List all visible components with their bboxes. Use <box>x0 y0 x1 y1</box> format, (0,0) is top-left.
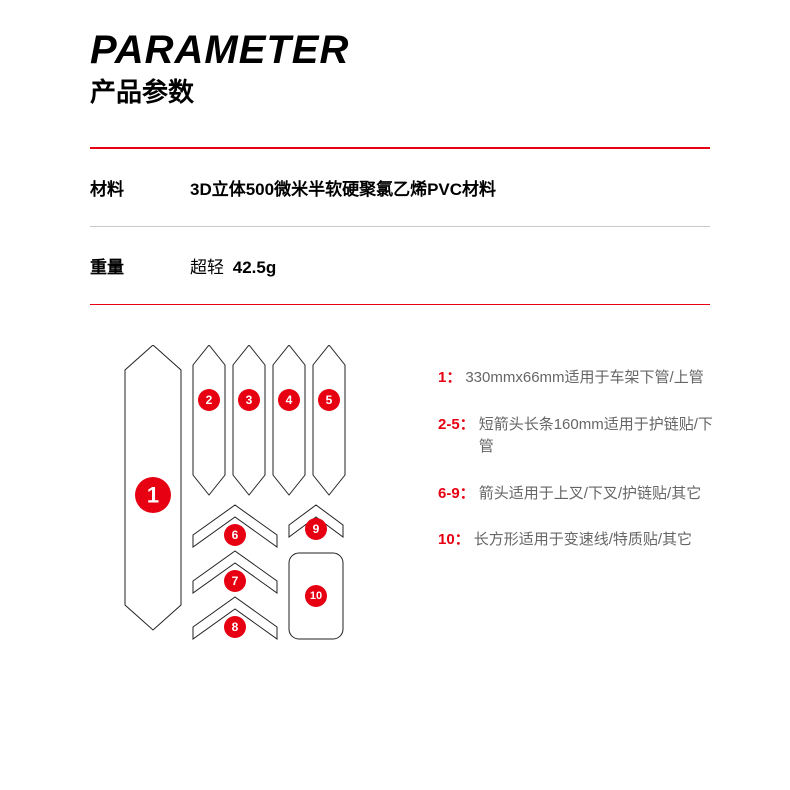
divider-red-thin <box>90 304 710 305</box>
content-area: 1 2 3 4 5 6 7 8 9 10 1： 330mmx66mm适用于车架下… <box>90 345 715 650</box>
spec-value: 3D立体500微米半软硬聚氯乙烯PVC材料 <box>190 175 496 200</box>
legend-key: 10： <box>438 529 470 552</box>
svg-text:1: 1 <box>147 483 159 508</box>
piece-10: 10 <box>289 553 343 639</box>
legend-row: 10： 长方形适用于变速线/特质贴/其它 <box>438 529 715 552</box>
legend-row: 1： 330mmx66mm适用于车架下管/上管 <box>438 367 715 390</box>
svg-text:6: 6 <box>232 528 239 542</box>
piece-7: 7 <box>193 551 277 593</box>
legend: 1： 330mmx66mm适用于车架下管/上管 2-5： 短箭头长条160mm适… <box>438 345 715 650</box>
piece-6: 6 <box>193 505 277 547</box>
legend-key: 2-5： <box>438 414 475 459</box>
title-english: PARAMETER <box>90 30 715 70</box>
piece-1: 1 <box>125 345 181 630</box>
svg-text:3: 3 <box>246 393 253 407</box>
spec-label: 重量 <box>90 253 190 278</box>
spec-value: 超轻 42.5g <box>190 253 276 278</box>
legend-key: 6-9： <box>438 483 475 506</box>
piece-2: 2 <box>193 345 225 495</box>
piece-4: 4 <box>273 345 305 495</box>
shapes-diagram: 1 2 3 4 5 6 7 8 9 10 <box>90 345 390 650</box>
svg-text:4: 4 <box>286 393 293 407</box>
svg-text:8: 8 <box>232 620 239 634</box>
legend-key: 1： <box>438 367 461 390</box>
spec-value-bold: 42.5g <box>233 258 276 277</box>
spec-label: 材料 <box>90 175 190 200</box>
legend-text: 箭头适用于上叉/下叉/护链贴/其它 <box>479 483 702 506</box>
svg-text:2: 2 <box>206 393 213 407</box>
svg-text:9: 9 <box>313 522 320 536</box>
spec-row-material: 材料 3D立体500微米半软硬聚氯乙烯PVC材料 <box>90 149 710 226</box>
piece-8: 8 <box>193 597 277 639</box>
svg-text:7: 7 <box>232 574 239 588</box>
legend-text: 330mmx66mm适用于车架下管/上管 <box>465 367 703 390</box>
piece-9: 9 <box>289 505 343 540</box>
svg-text:10: 10 <box>310 590 322 602</box>
legend-text: 长方形适用于变速线/特质贴/其它 <box>474 529 692 552</box>
legend-text: 短箭头长条160mm适用于护链贴/下管 <box>479 414 715 459</box>
spec-row-weight: 重量 超轻 42.5g <box>90 227 710 304</box>
svg-text:5: 5 <box>326 393 333 407</box>
legend-row: 2-5： 短箭头长条160mm适用于护链贴/下管 <box>438 414 715 459</box>
legend-row: 6-9： 箭头适用于上叉/下叉/护链贴/其它 <box>438 483 715 506</box>
title-chinese: 产品参数 <box>90 72 715 109</box>
piece-5: 5 <box>313 345 345 495</box>
piece-3: 3 <box>233 345 265 495</box>
spec-value-prefix: 超轻 <box>190 258 229 277</box>
